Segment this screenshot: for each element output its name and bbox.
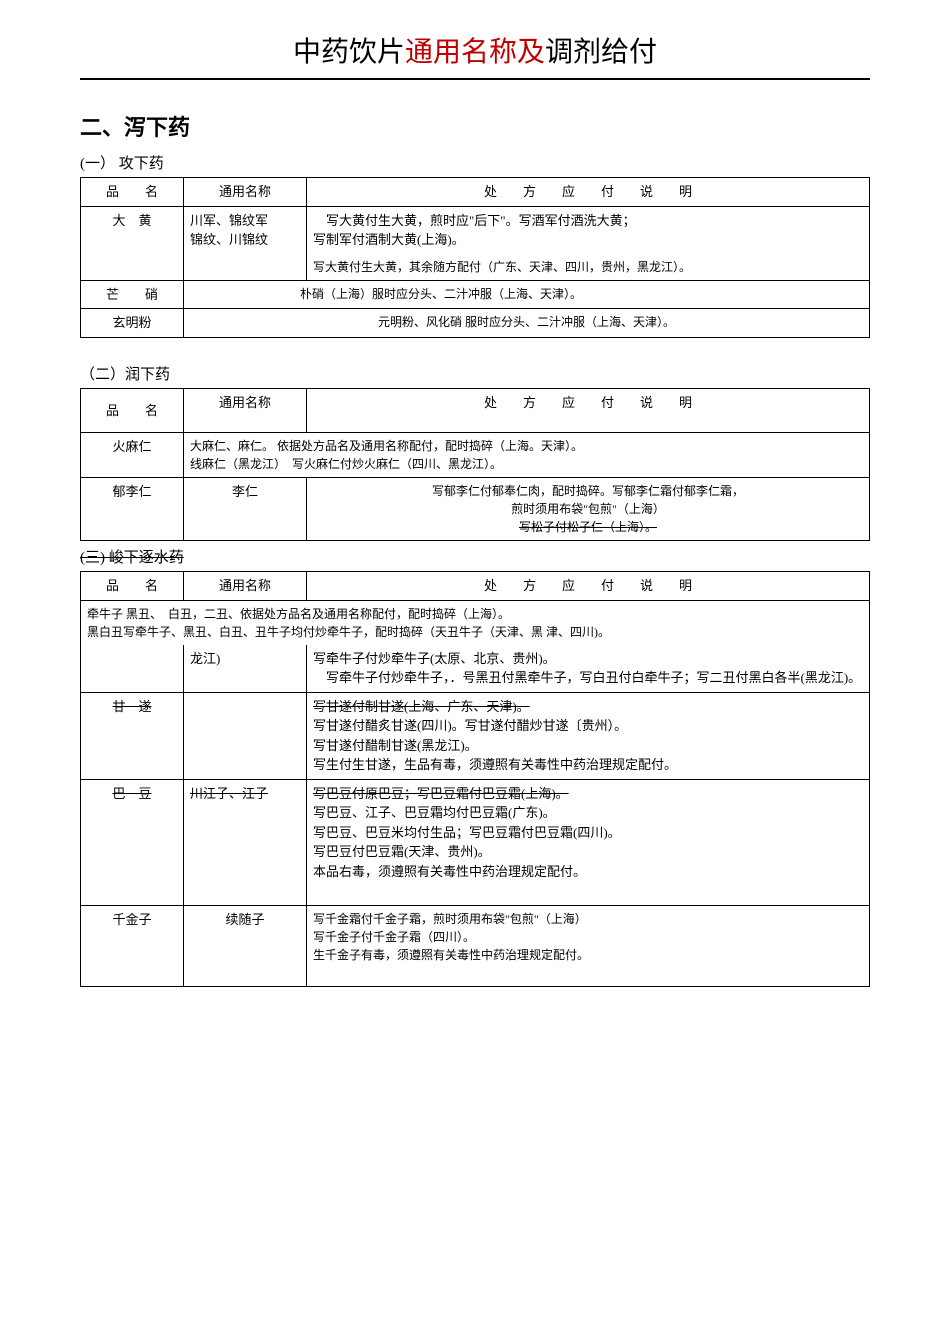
t3-r2-pm: 甘 遂	[81, 692, 184, 779]
t1-r1-cf-b: 写制军付酒制大黄(上海)。	[313, 230, 863, 250]
t3-r2-cf-d: 写生付生甘遂，生品有毒，须遵照有关毒性中药治理规定配付。	[313, 755, 863, 775]
t2-r1-pm: 火麻仁	[81, 433, 184, 478]
t3-r2-cf-c: 写甘遂付醋制甘遂(黑龙江)。	[313, 736, 863, 756]
t1-r2-pm: 芒 硝	[81, 280, 184, 309]
header-tongyong: 通用名称	[184, 178, 307, 207]
subsection-2: （二）润下药	[80, 363, 870, 384]
table-3: 品 名 通用名称 处 方 应 付 说 明 牵牛子 黑丑、 白丑，二丑、依据处方品…	[80, 571, 870, 987]
t3-r1-cf-b: 写牵牛子付炒牵牛子(太原、北京、贵州)。 写牵牛子付炒牵牛子，．号黑丑付黑牵牛子…	[307, 645, 870, 693]
t2-r2-cf-a: 写郁李仁付郁奉仁肉，配时捣碎。写郁李仁霜付郁李仁霜，	[313, 482, 863, 500]
t3-r3-ty: 川江子、江子	[184, 779, 307, 905]
header-pinming-3: 品 名	[81, 572, 184, 601]
t3-r4-cf-a: 写千金霜付千金子霜，煎时须用布袋"包煎"（上海）	[313, 910, 863, 928]
subsection-1: (一） 攻下药	[80, 152, 870, 173]
t3-r1-ty-b: 龙江)	[184, 645, 307, 693]
t3-r3-cf-d: 写巴豆付巴豆霜(天津、贵州)。	[313, 842, 863, 862]
table-1: 品 名 通用名称 处 方 应 付 说 明 大 黄 川军、锦纹军 锦纹、川锦纹 写…	[80, 177, 870, 338]
header-chufang-3: 处 方 应 付 说 明	[307, 572, 870, 601]
header-chufang: 处 方 应 付 说 明	[307, 178, 870, 207]
t2-r2-pm: 郁李仁	[81, 478, 184, 541]
t1-r1-pm: 大 黄	[81, 206, 184, 280]
header-pinming-2: 品 名	[81, 388, 184, 433]
title-part3: 调剂给付	[545, 37, 657, 68]
t3-r4-cf-b: 写千金子付千金子霜（四川）。	[313, 928, 863, 946]
t3-r2-cf-b: 写甘遂付醋炙甘遂(四川)。写甘遂付醋炒甘遂〔贵州）。	[313, 716, 863, 736]
t1-r1-ty: 川军、锦纹军 锦纹、川锦纹	[184, 206, 307, 280]
header-tongyong-3: 通用名称	[184, 572, 307, 601]
t1-r3-pm: 玄明粉	[81, 309, 184, 338]
t1-r2-cf: 朴硝（上海）服时应分头、二汁冲服（上海、天津）。	[184, 280, 870, 309]
t1-r3-cf: 元明粉、风化硝 服时应分头、二汁冲服（上海、天津）。	[184, 309, 870, 338]
t2-r2-cf: 写郁李仁付郁奉仁肉，配时捣碎。写郁李仁霜付郁李仁霜， 煎时须用布袋"包煎"（上海…	[307, 478, 870, 541]
header-tongyong-2: 通用名称	[184, 388, 307, 433]
t2-r2-cf-c: 写松子付松子仁（上海）。	[313, 518, 863, 536]
t3-r3-pm: 巴 豆	[81, 779, 184, 905]
t3-r1-cf-b2: 写牵牛子付炒牵牛子，．号黑丑付黑牵牛子，写白丑付白牵牛子；写二丑付黑白各半(黑龙…	[313, 668, 863, 688]
t3-r3-cf-a: 写巴豆付原巴豆；写巴豆霜付巴豆霜(上海)。	[313, 784, 863, 804]
t3-r3-cf-b: 写巴豆、江子、巴豆霜均付巴豆霜(广东)。	[313, 803, 863, 823]
t3-r3-cf-e: 本品右毒，须遵照有关毒性中药治理规定配付。	[313, 862, 863, 882]
title-part2: 通用名称及	[405, 37, 545, 68]
t3-r1-cf-b1: 写牵牛子付炒牵牛子(太原、北京、贵州)。	[313, 649, 863, 669]
subsection-3: (三) 峻下逐水药	[80, 546, 870, 567]
table-2: 品 名 通用名称 处 方 应 付 说 明 火麻仁 大麻仁、麻仁。 依据处方品名及…	[80, 388, 870, 542]
t3-r3-cf-c: 写巴豆、巴豆米均付生品；写巴豆霜付巴豆霜(四川)。	[313, 823, 863, 843]
t2-r2-cf-b: 煎时须用布袋"包煎"（上海）	[313, 500, 863, 518]
t3-r4-pm: 千金子	[81, 905, 184, 986]
t1-r1-cf-c: 写大黄付生大黄，其余随方配付（广东、天津、四川，贵州，黑龙江）。	[313, 258, 863, 276]
t3-r2-cf: 写甘遂付制甘遂(上海、广东、天津)。 写甘遂付醋炙甘遂(四川)。写甘遂付醋炒甘遂…	[307, 692, 870, 779]
t3-r4-ty: 续随子	[184, 905, 307, 986]
page-title: 中药饮片通用名称及调剂给付	[80, 30, 870, 80]
t3-r1-pm-b	[81, 645, 184, 693]
t1-r1-cf-a: 写大黄付生大黄，煎时应"后下"。写酒军付酒洗大黄；	[313, 211, 863, 231]
t3-r1-a: 牵牛子 黑丑、 白丑，二丑、依据处方品名及通用名称配付，配时捣碎（上海）。 黑白…	[81, 600, 870, 645]
section-heading-2: 二、泻下药	[80, 110, 870, 142]
t3-r3-cf: 写巴豆付原巴豆；写巴豆霜付巴豆霜(上海)。 写巴豆、江子、巴豆霜均付巴豆霜(广东…	[307, 779, 870, 905]
t3-r4-cf-c: 生千金子有毒，须遵照有关毒性中药治理规定配付。	[313, 946, 863, 964]
t3-r4-cf: 写千金霜付千金子霜，煎时须用布袋"包煎"（上海） 写千金子付千金子霜（四川）。 …	[307, 905, 870, 986]
t2-r2-ty: 李仁	[184, 478, 307, 541]
header-pinming: 品 名	[81, 178, 184, 207]
t3-r2-cf-a: 写甘遂付制甘遂(上海、广东、天津)。	[313, 697, 863, 717]
t2-r1-cf: 大麻仁、麻仁。 依据处方品名及通用名称配付，配时捣碎（上海。天津）。 线麻仁（黑…	[184, 433, 870, 478]
t3-r2-ty	[184, 692, 307, 779]
title-part1: 中药饮片	[293, 37, 405, 68]
sub3-a: (三) 峻下逐水药	[80, 550, 184, 566]
header-chufang-2: 处 方 应 付 说 明	[307, 388, 870, 433]
t1-r1-cf: 写大黄付生大黄，煎时应"后下"。写酒军付酒洗大黄； 写制军付酒制大黄(上海)。 …	[307, 206, 870, 280]
